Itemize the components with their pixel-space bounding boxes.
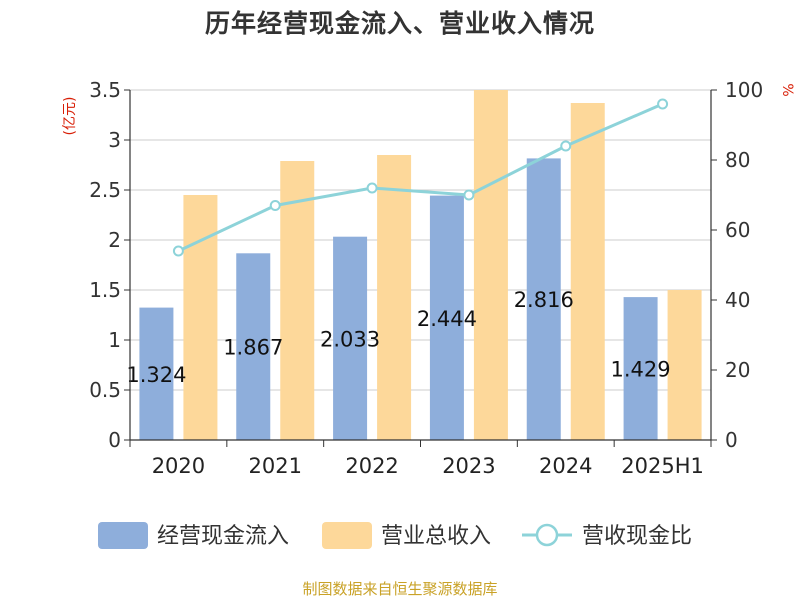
y-left-tick-label: 3 xyxy=(108,128,121,152)
bar-revenue xyxy=(570,103,605,440)
y-right-tick-label: 80 xyxy=(725,148,750,172)
bar-revenue xyxy=(183,195,218,440)
ratio-point xyxy=(172,245,184,257)
ratio-line xyxy=(172,98,669,257)
bar-cash-inflow xyxy=(333,236,368,440)
y-left-tick-label: 1 xyxy=(108,328,121,352)
bar-revenue xyxy=(377,155,412,440)
y-right-tick-label: 20 xyxy=(725,358,750,382)
bar-cash-inflow xyxy=(236,253,271,440)
y-right-unit-label: % xyxy=(779,83,795,96)
bars xyxy=(139,90,702,440)
legend: 经营现金流入 营业总收入 营收现金比 xyxy=(98,522,692,549)
ratio-point xyxy=(560,140,572,152)
bar-cash-inflow xyxy=(623,297,658,440)
legend-label-cash-inflow: 经营现金流入 xyxy=(157,524,289,549)
y-left-tick-label: 1.5 xyxy=(89,278,121,302)
data-label: 2.816 xyxy=(514,288,574,312)
x-tick-label: 2020 xyxy=(152,454,205,478)
data-label: 2.033 xyxy=(320,327,380,351)
data-label: 1.324 xyxy=(126,363,186,387)
x-tick-label: 2025H1 xyxy=(621,454,704,478)
x-tick-label: 2023 xyxy=(442,454,495,478)
ratio-point xyxy=(269,200,281,211)
bar-revenue xyxy=(280,161,315,440)
legend-swatch-cash-inflow xyxy=(98,522,148,549)
ratio-point xyxy=(366,182,378,194)
x-tick-label: 2024 xyxy=(539,454,592,478)
bar-revenue xyxy=(667,290,702,440)
bar-cash-inflow xyxy=(139,307,174,440)
legend-label-ratio: 营收现金比 xyxy=(582,524,692,549)
y-left-tick-label: 0.5 xyxy=(89,378,121,402)
ratio-point xyxy=(463,189,475,201)
y-left-tick-label: 2.5 xyxy=(89,178,121,202)
footer-source: 制图数据来自恒生聚源数据库 xyxy=(302,580,498,598)
ratio-point xyxy=(657,98,669,110)
y-left-tick-label: 0 xyxy=(108,428,121,452)
y-right-tick-label: 40 xyxy=(725,288,750,312)
axes: 0 0.5 1 1.5 2 2.5 3 3.5 0 20 40 60 80 100 2020 2021 2022… xyxy=(62,78,795,478)
y-right-tick-label: 60 xyxy=(725,218,750,242)
y-right-tick-label: 0 xyxy=(725,428,738,452)
data-label: 2.444 xyxy=(417,307,477,331)
bar-revenue xyxy=(473,90,508,440)
data-label: 1.867 xyxy=(223,336,283,360)
y-left-unit-label: (亿元) xyxy=(62,97,78,136)
y-right-tick-label: 100 xyxy=(725,78,763,102)
legend-label-revenue: 营业总收入 xyxy=(381,524,491,549)
x-tick-label: 2022 xyxy=(345,454,398,478)
data-label: 1.429 xyxy=(611,358,671,382)
y-left-tick-label: 2 xyxy=(108,228,121,252)
bar-cash-inflow xyxy=(526,158,561,440)
y-left-tick-label: 3.5 xyxy=(89,78,121,102)
data-labels: 1.324 1.867 2.033 2.444 2.816 1.429 xyxy=(126,288,670,387)
legend-marker-ratio xyxy=(535,523,559,547)
ratio-line-path xyxy=(177,102,664,253)
x-tick-label: 2021 xyxy=(249,454,302,478)
legend-swatch-revenue xyxy=(322,522,372,549)
bar-cash-inflow xyxy=(429,195,464,440)
chart-title: 历年经营现金流入、营业收入情况 xyxy=(204,9,595,38)
